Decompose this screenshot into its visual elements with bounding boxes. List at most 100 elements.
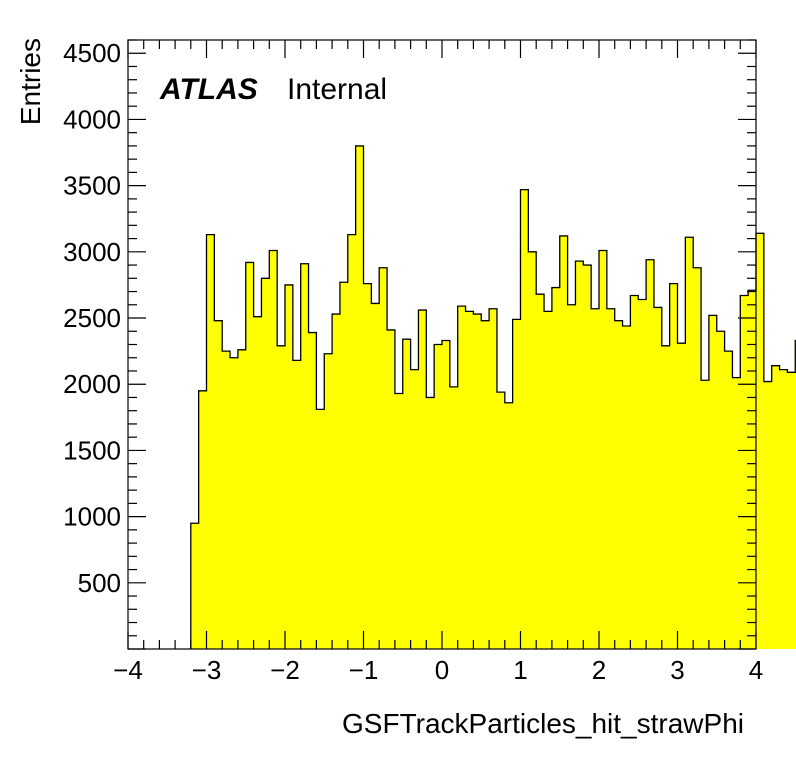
histogram-bin — [575, 261, 584, 649]
histogram-bin — [222, 351, 231, 649]
histogram-bin — [504, 402, 513, 649]
histogram-bin — [622, 325, 631, 649]
histogram-bin — [489, 308, 498, 649]
y-tick-label: 3000 — [63, 237, 121, 267]
histogram-bin — [426, 397, 435, 649]
histogram-bin — [418, 310, 427, 649]
x-tick-label: 1 — [513, 655, 527, 685]
histogram-bin — [559, 235, 568, 649]
histogram-bin — [300, 263, 309, 649]
histogram-bin — [512, 319, 521, 649]
y-tick-label: 500 — [78, 568, 121, 598]
x-axis-title: GSFTrackParticles_hit_strawPhi — [342, 708, 744, 739]
y-tick-label: 4000 — [63, 104, 121, 134]
histogram-bin — [324, 353, 333, 649]
histogram-bin — [748, 290, 757, 649]
histogram-bin — [544, 311, 553, 649]
histogram-bin — [245, 262, 254, 649]
histogram-bin — [394, 393, 404, 649]
x-tick-label: 0 — [435, 655, 449, 685]
y-tick-label: 2000 — [63, 369, 121, 399]
histogram-bin — [661, 345, 670, 649]
histogram-bin — [528, 251, 537, 649]
histogram-bin — [693, 267, 702, 649]
histogram-bin — [198, 390, 207, 649]
histogram-bin — [269, 250, 278, 649]
histogram-bin — [190, 523, 199, 649]
histogram-bin — [277, 345, 286, 649]
histogram-bin — [387, 329, 396, 649]
histogram-bin — [740, 295, 749, 649]
histogram-bin — [599, 250, 608, 649]
histogram-bin — [410, 369, 419, 649]
y-tick-label: 3500 — [63, 171, 121, 201]
histogram-bin — [355, 145, 364, 650]
atlas-status-label: Internal — [287, 73, 387, 106]
histogram-bin — [787, 372, 796, 649]
histogram-bin — [473, 314, 482, 649]
x-tick-label: −4 — [113, 655, 143, 685]
histogram-bin — [630, 295, 639, 649]
histogram-bin — [520, 189, 529, 649]
histogram-bin — [434, 344, 443, 649]
histogram-bin — [496, 392, 506, 649]
histogram-bin — [253, 316, 262, 649]
histogram-bars — [190, 145, 796, 650]
histogram-bin — [701, 380, 710, 649]
histogram-bin — [379, 267, 388, 649]
x-tick-label: 3 — [670, 655, 684, 685]
histogram-bin — [614, 320, 623, 649]
histogram-bin — [481, 320, 490, 649]
histogram-bin — [402, 339, 411, 649]
histogram-bin — [708, 315, 718, 649]
histogram-bin — [732, 377, 741, 649]
histogram-bin — [457, 306, 466, 649]
histogram-bin — [363, 283, 372, 649]
histogram-bin — [669, 283, 678, 649]
x-tick-label: −2 — [270, 655, 300, 685]
histogram-bin — [442, 340, 451, 649]
histogram-bin — [339, 282, 349, 649]
histogram-bin — [724, 351, 733, 649]
histogram-bin — [677, 343, 686, 649]
y-tick-label: 4500 — [63, 38, 121, 68]
y-tick-label: 1000 — [63, 502, 121, 532]
histogram-bin — [771, 365, 780, 649]
histogram-bin — [763, 381, 772, 649]
histogram-bin — [465, 311, 474, 649]
histogram-bin — [653, 307, 663, 649]
y-tick-label: 2500 — [63, 303, 121, 333]
histogram-bin — [646, 259, 655, 649]
y-axis-title: Entries — [15, 38, 46, 125]
histogram-bin — [551, 287, 561, 649]
x-tick-label: −3 — [192, 655, 222, 685]
histogram-bin — [285, 284, 294, 649]
histogram-bin — [449, 386, 458, 649]
histogram-bin — [308, 332, 317, 649]
histogram-bin — [316, 409, 325, 649]
histogram-bin — [347, 234, 356, 649]
histogram-bin — [332, 314, 341, 649]
histogram-bin — [779, 369, 788, 649]
histogram-bin — [292, 360, 301, 649]
histogram-bin — [237, 349, 247, 649]
x-tick-label: −1 — [349, 655, 379, 685]
histogram-bin — [206, 234, 215, 649]
histogram-bin — [716, 331, 725, 649]
histogram-bin — [261, 278, 270, 649]
axis-ticks — [127, 39, 757, 650]
histogram-bin — [371, 303, 380, 649]
histogram-outline-path — [190, 145, 796, 649]
histogram-bin — [591, 308, 600, 649]
histogram-bin — [685, 237, 694, 649]
y-tick-labels: 500 1000 1500 2000 2500 3000 3500 4000 4500 — [63, 38, 121, 598]
histogram-outline — [190, 145, 796, 649]
y-tick-label: 1500 — [63, 435, 121, 465]
atlas-brand-label: ATLAS — [159, 73, 258, 106]
histogram-bin — [638, 299, 647, 649]
histogram-bin — [606, 308, 615, 649]
x-tick-label: 2 — [592, 655, 606, 685]
x-tick-label: 4 — [749, 655, 763, 685]
histogram-bin — [567, 304, 576, 649]
